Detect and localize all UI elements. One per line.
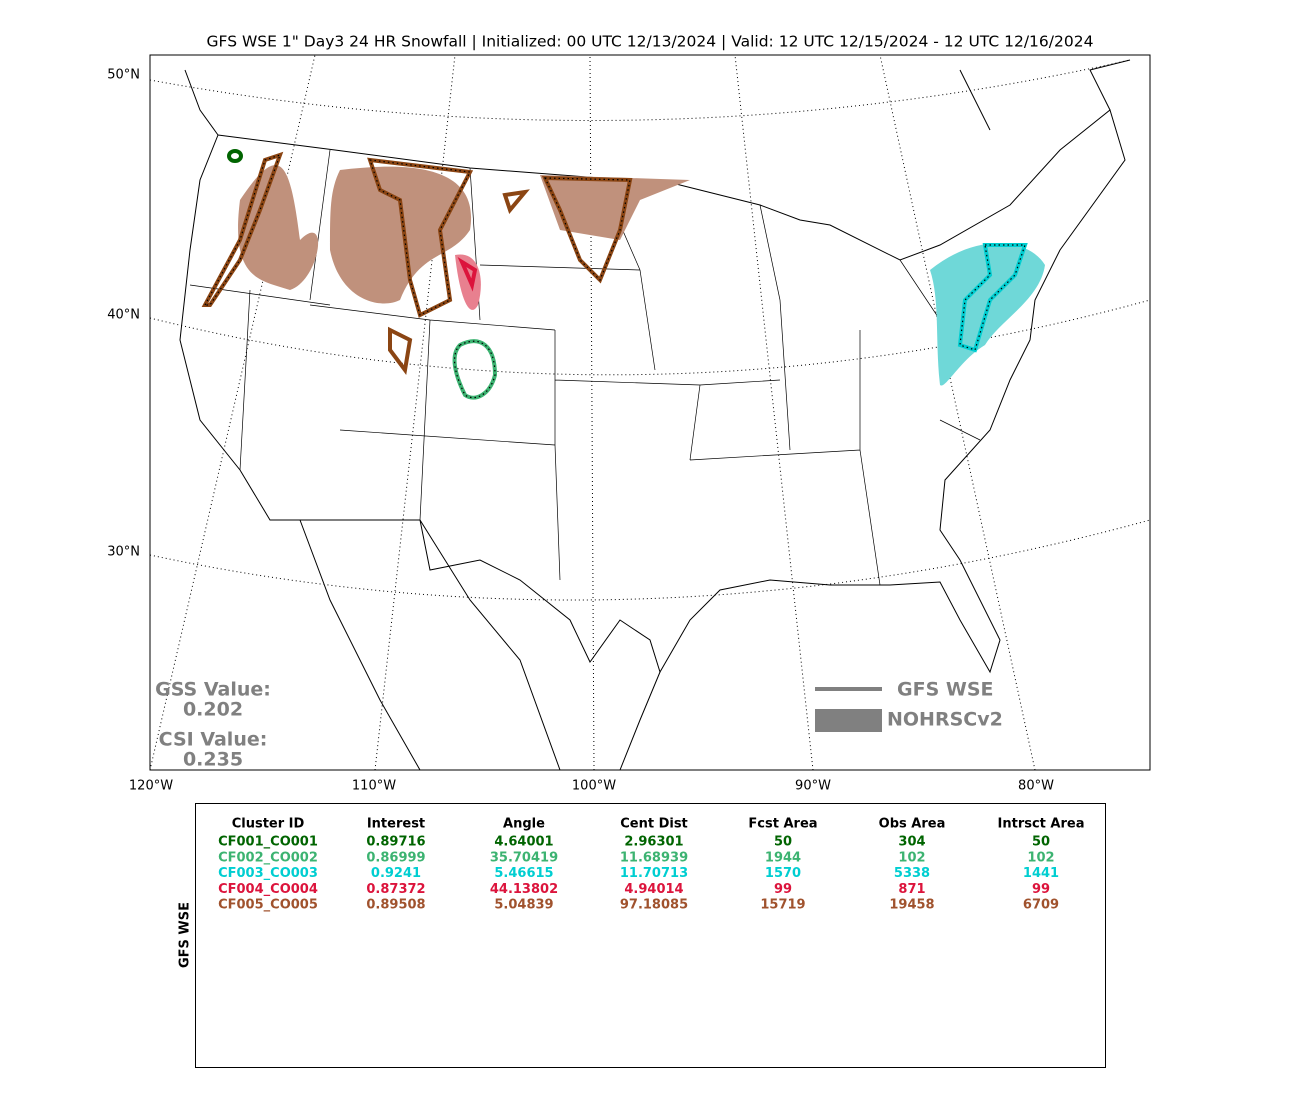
score-value: 0.202 [183, 699, 243, 721]
table-header: Intrsct Area [998, 817, 1085, 832]
map-frame [149, 54, 1151, 771]
table-cell: 4.94014 [624, 882, 683, 897]
lon-label: 110°W [352, 779, 396, 794]
lat-label: 30°N [107, 545, 140, 560]
table-cell: 99 [774, 882, 792, 897]
legend-label: NOHRSCv2 [887, 709, 1003, 731]
title: GFS WSE 1" Day3 24 HR Snowfall | Initial… [207, 33, 1094, 51]
table-cell: 11.70713 [620, 866, 688, 881]
table-cell: 304 [898, 835, 925, 850]
canada-coast [184, 59, 1131, 136]
table-cell: CF001_CO001 [218, 835, 318, 850]
table-cell: 0.9241 [371, 866, 421, 881]
table-cell: 6709 [1023, 898, 1059, 913]
table-cell: 50 [1032, 835, 1050, 850]
table-header: Fcst Area [748, 817, 817, 832]
legend-label: GFS WSE [897, 679, 994, 701]
table-cell: 5.46615 [494, 866, 553, 881]
mexico [299, 519, 661, 770]
lon-label: 120°W [129, 779, 173, 794]
table-cell: 1570 [765, 866, 801, 881]
lon-label: 100°W [572, 779, 616, 794]
table-cell: CF002_CO002 [218, 850, 318, 865]
table-cell: 97.18085 [620, 898, 688, 913]
table-header: Obs Area [879, 817, 946, 832]
table-cell: 102 [1027, 850, 1054, 865]
table-side-label: GFS WSE [178, 902, 193, 968]
table-header: Angle [503, 817, 545, 832]
table-cell: CF004_CO004 [218, 882, 318, 897]
legend-swatch [815, 709, 882, 732]
table-cell: 4.64001 [494, 835, 553, 850]
table-cell: 0.89508 [366, 898, 425, 913]
forecast-outlines [201, 149, 1028, 400]
lat-label: 50°N [107, 68, 140, 83]
table-cell: 0.87372 [366, 882, 425, 897]
graticule [150, 55, 1150, 770]
table-cell: 5.04839 [494, 898, 553, 913]
lat-label: 40°N [107, 308, 140, 323]
table-cell: 2.96301 [624, 835, 683, 850]
table-header: Cluster ID [232, 817, 305, 832]
table-cell: CF005_CO005 [218, 898, 318, 913]
table-cell: 50 [774, 835, 792, 850]
table-cell: 871 [898, 882, 925, 897]
table-cell: 99 [1032, 882, 1050, 897]
state-lines [189, 149, 981, 586]
table-cell: 0.89716 [366, 835, 425, 850]
table-cell: 11.68939 [620, 850, 688, 865]
score-label: CSI Value: [159, 729, 268, 751]
score-label: GSS Value: [155, 679, 271, 701]
table-cell: 1944 [765, 850, 801, 865]
table-cell: 5338 [894, 866, 930, 881]
table-cell: 1441 [1023, 866, 1059, 881]
map: 50°N 40°N 30°N 120°W 110°W 100°W 90°W 80°W GSS… [107, 54, 1151, 794]
table-cell: 44.13802 [490, 882, 558, 897]
table-cell: 102 [898, 850, 925, 865]
table-cell: CF003_CO003 [218, 866, 318, 881]
lon-label: 80°W [1018, 779, 1054, 794]
table-frame [195, 803, 1106, 1068]
lon-label: 90°W [795, 779, 831, 794]
table-cell: 0.86999 [366, 850, 425, 865]
table-cell: 19458 [889, 898, 934, 913]
table-header: Cent Dist [620, 817, 688, 832]
score-value: 0.235 [183, 749, 243, 771]
observed-snow [238, 165, 690, 304]
table-cell: 15719 [760, 898, 805, 913]
table-header: Interest [367, 817, 425, 832]
stats-table: GFS WSE Cluster ID Interest Angle Cent Dist… [178, 803, 1106, 1068]
table-cell: 35.70419 [490, 850, 558, 865]
